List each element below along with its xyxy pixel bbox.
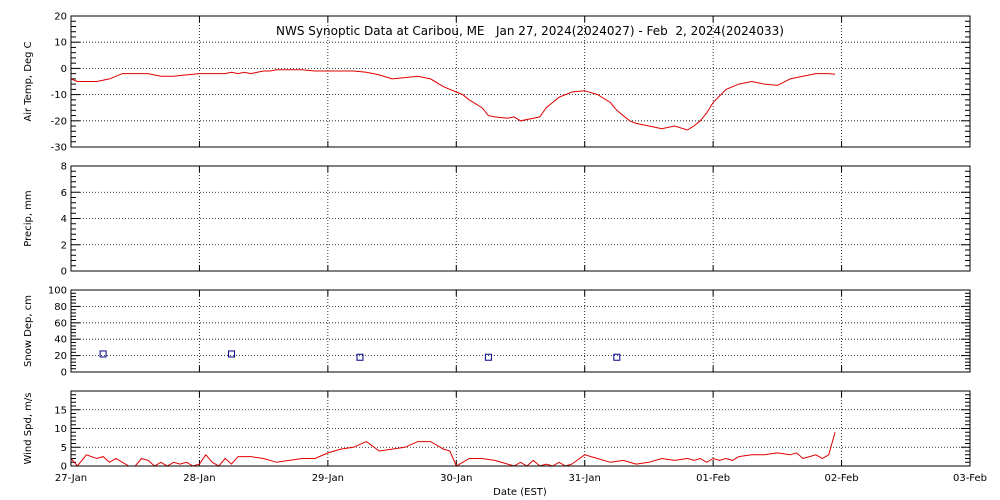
x-tick-label: 03-Feb — [953, 473, 987, 484]
x-tick-label: 28-Jan — [183, 473, 215, 484]
y-axis-label: Air Temp, Deg C — [23, 41, 34, 121]
panel-3: 15 10 5 0 Wind Spd, m/s — [23, 390, 971, 473]
data-point — [99, 350, 107, 358]
series-line-3-0 — [70, 432, 836, 467]
y-tick-label: 60 — [54, 318, 67, 329]
panel-frame — [70, 15, 971, 148]
panel-frame — [70, 289, 971, 373]
data-point — [484, 353, 492, 361]
x-tick-label: 02-Feb — [825, 473, 859, 484]
y-tick-label: 40 — [54, 335, 67, 346]
y-tick-label: -20 — [51, 116, 67, 127]
x-tick-label: 30-Jan — [440, 473, 472, 484]
y-tick-label: 10 — [54, 424, 67, 435]
y-tick-label: 100 — [48, 286, 67, 297]
panel-frame — [70, 390, 971, 467]
x-tick-label: 01-Feb — [696, 473, 730, 484]
panel-0: 20 10 0 -10 -20 -30 Air Temp, Deg C — [23, 12, 971, 154]
panel-2: 100 80 60 40 20 0 Snow Dep, cm — [23, 286, 971, 379]
y-axis-label: Precip, mm — [23, 190, 34, 246]
y-axis-label: Wind Spd, m/s — [23, 392, 34, 464]
y-tick-label: 2 — [61, 240, 67, 251]
x-tick-labels: 27-Jan 28-Jan 29-Jan 30-Jan 31-Jan 01-Feb 02-F… — [55, 473, 987, 484]
data-point — [613, 353, 621, 361]
panel-1: 8 6 4 2 0 Precip, mm — [23, 162, 971, 278]
data-point — [356, 353, 364, 361]
x-tick-label: 31-Jan — [569, 473, 601, 484]
y-tick-label: 20 — [54, 12, 67, 23]
chart-title: NWS Synoptic Data at Caribou, ME Jan 27,… — [276, 24, 784, 38]
y-tick-label: 0 — [61, 267, 67, 278]
data-point — [228, 350, 236, 358]
x-axis-label: Date (EST) — [493, 487, 547, 498]
series-line-0-0 — [70, 69, 836, 131]
y-tick-label: 80 — [54, 302, 67, 313]
y-tick-label: 0 — [61, 462, 67, 473]
y-tick-label: -10 — [51, 90, 67, 101]
y-tick-label: 15 — [54, 405, 67, 416]
panel-frame — [70, 165, 971, 272]
x-tick-label: 27-Jan — [55, 473, 87, 484]
y-tick-label: 10 — [54, 38, 67, 49]
y-tick-label: 4 — [61, 214, 67, 225]
y-tick-label: 0 — [61, 64, 67, 75]
y-tick-label: 8 — [61, 162, 67, 173]
y-tick-label: 0 — [61, 368, 67, 379]
y-tick-label: 5 — [61, 443, 67, 454]
y-axis-label: Snow Dep, cm — [23, 295, 34, 367]
y-tick-label: 20 — [54, 351, 67, 362]
y-tick-label: -30 — [51, 143, 67, 154]
x-tick-label: 29-Jan — [312, 473, 344, 484]
y-tick-label: 6 — [61, 188, 67, 199]
